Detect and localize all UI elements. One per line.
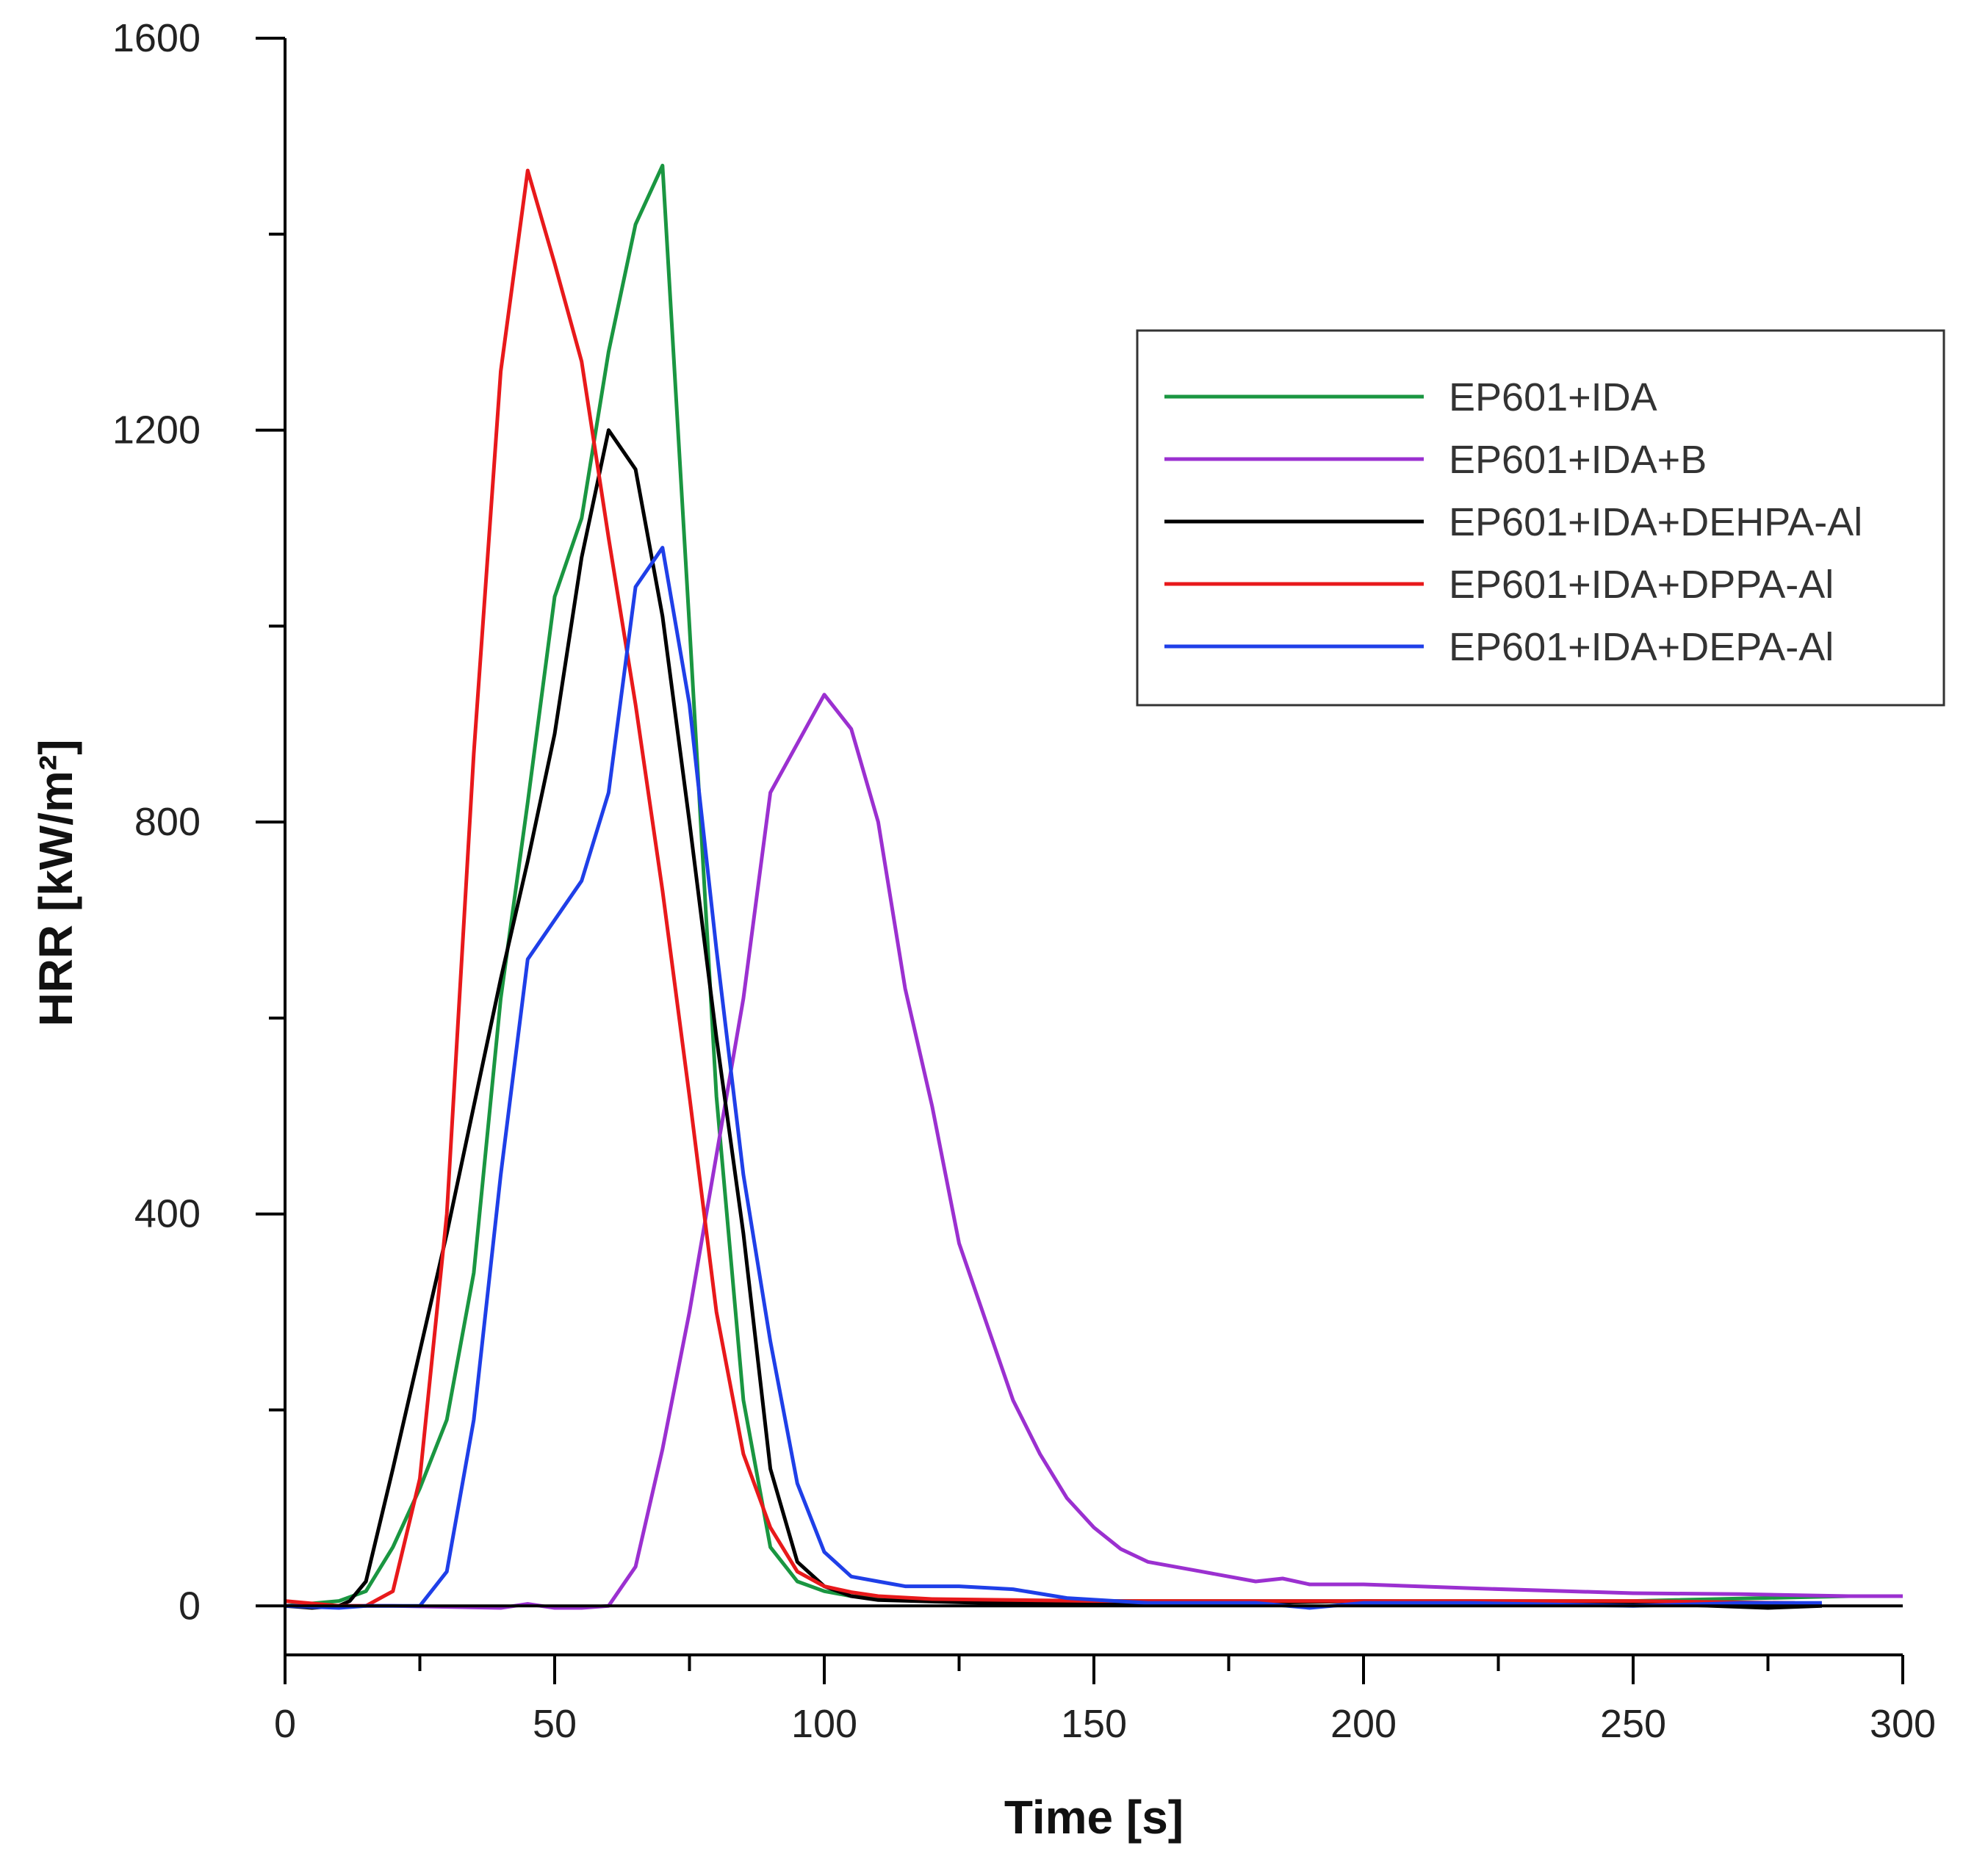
y-tick-label: 1200 (112, 408, 201, 452)
x-tick-label: 0 (274, 1702, 296, 1746)
legend-label-ep601-ida-dehpa-al: EP601+IDA+DEHPA-Al (1449, 500, 1862, 544)
y-tick-label: 1600 (112, 16, 201, 60)
y-tick-label: 0 (179, 1584, 201, 1628)
x-tick-label: 100 (791, 1702, 857, 1746)
legend-label-ep601-ida-depa-al: EP601+IDA+DEPA-Al (1449, 625, 1834, 669)
series-line-ep601-ida-dppa-al (284, 168, 1795, 1608)
legend-label-ep601-ida: EP601+IDA (1449, 375, 1657, 419)
x-tick-label: 150 (1061, 1702, 1127, 1746)
y-tick-label: 400 (134, 1192, 201, 1236)
y-axis-title: HRR [kW/m²] (29, 739, 82, 1026)
x-axis-title: Time [s] (1004, 1791, 1184, 1844)
axes (284, 38, 1903, 1656)
legend-box (1136, 329, 1945, 707)
series-line-ep601-ida-b (285, 693, 1903, 1610)
x-tick-label: 300 (1870, 1702, 1936, 1746)
legend-label-ep601-ida-b: EP601+IDA+B (1449, 438, 1707, 482)
ticks: 0 50 100 150 200 250 300 0 400 800 1200 1600 (112, 16, 1936, 1746)
x-tick-label: 200 (1330, 1702, 1397, 1746)
series-line-ep601-ida-dehpa-al (284, 428, 1822, 1610)
legend-label-ep601-ida-dppa-al: EP601+IDA+DPPA-Al (1449, 563, 1834, 607)
y-tick-label: 800 (134, 800, 201, 844)
x-tick-label: 250 (1600, 1702, 1666, 1746)
x-tick-label: 50 (533, 1702, 577, 1746)
legend: EP601+IDA EP601+IDA+B EP601+IDA+DEHPA-Al EP… (1136, 329, 1945, 707)
series-line-ep601-ida-depa-al (284, 546, 1822, 1610)
